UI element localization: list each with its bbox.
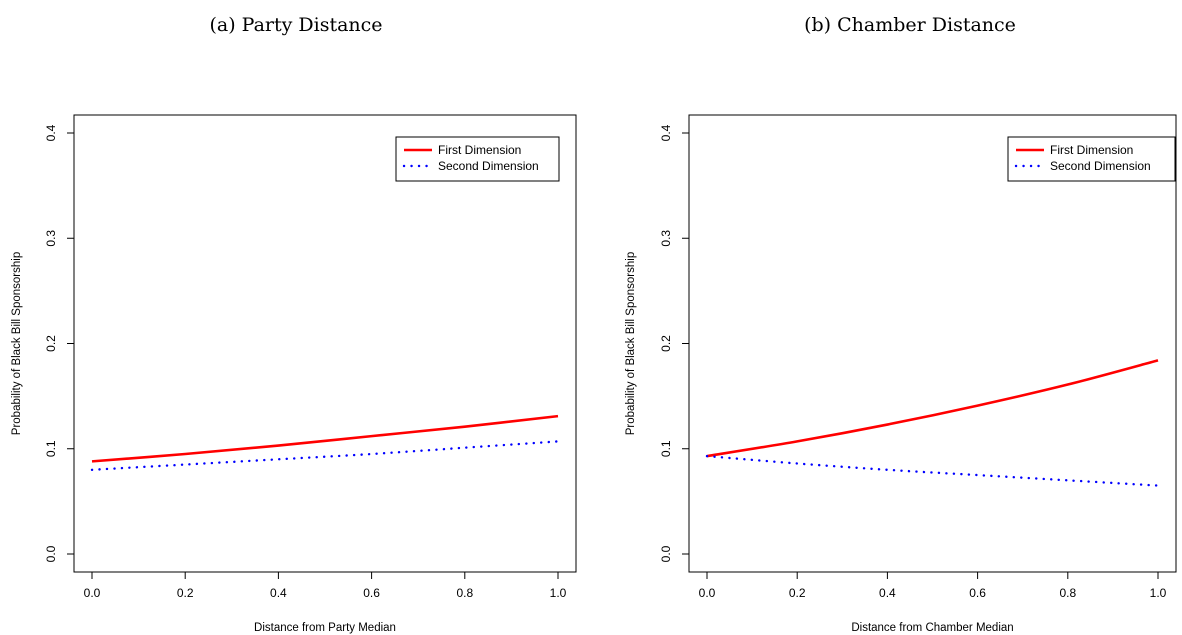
panel-a-x-tick-label: 0.8 [456, 586, 473, 600]
panel-a-series-second-dimension-line [90, 440, 560, 471]
panel-a-y-tick-label: 0.1 [44, 440, 58, 457]
panel-a-plot-frame [73, 114, 577, 573]
panel-a-x-tick-label: 0.6 [363, 586, 380, 600]
panel-a-y-tick-label: 0.0 [44, 545, 58, 562]
panel-a-title: (a) Party Distance [209, 14, 383, 36]
panel-b-x-tick-label: 0.6 [969, 586, 986, 600]
panel-a-legend [395, 136, 560, 182]
panel-a-legend-label: Second Dimension [438, 159, 539, 173]
panel-b-y-axis-label: Probability of Black Bill Sponsorship [625, 252, 637, 435]
panel-b-legend [1007, 136, 1176, 182]
panel-a-y-tick-label: 0.2 [44, 335, 58, 352]
panel-b-y-tick-label: 0.1 [659, 440, 673, 457]
panel-a-x-tick-label: 0.4 [270, 586, 287, 600]
panel-a-y-axis-label: Probability of Black Bill Sponsorship [11, 252, 23, 435]
panel-a-x-tick-label: 0.0 [84, 586, 101, 600]
panel-a-legend-label: First Dimension [438, 143, 521, 157]
panel-b-legend-label: Second Dimension [1050, 159, 1151, 173]
panel-a-y-tick-label: 0.3 [44, 230, 58, 247]
panel-b-series-first-dimension-line [706, 359, 1159, 458]
panel-b-x-axis-label: Distance from Chamber Median [851, 622, 1013, 634]
panel-a-y-tick-label: 0.4 [44, 124, 58, 141]
panel-b-legend-label: First Dimension [1050, 143, 1133, 157]
panel-b-y-tick-label: 0.0 [659, 545, 673, 562]
panel-b-x-tick-label: 0.4 [879, 586, 896, 600]
panel-b-plot-frame [688, 114, 1177, 573]
panel-b-x-tick-label: 0.2 [789, 586, 806, 600]
panel-a-x-tick-label: 1.0 [550, 586, 567, 600]
panel-b-title: (b) Chamber Distance [804, 14, 1016, 36]
panel-b-y-tick-label: 0.2 [659, 335, 673, 352]
panel-b-series-second-dimension-line [705, 454, 1160, 487]
panel-b-x-tick-label: 0.0 [699, 586, 716, 600]
panel-b-x-tick-label: 1.0 [1150, 586, 1167, 600]
panel-a-x-axis-label: Distance from Party Median [254, 622, 396, 634]
panel-b-y-tick-label: 0.3 [659, 230, 673, 247]
panel-b-x-tick-label: 0.8 [1059, 586, 1076, 600]
panel-b-y-tick-label: 0.4 [659, 124, 673, 141]
panel-a-series-first-dimension-line [91, 414, 559, 463]
panel-a-x-tick-label: 0.2 [177, 586, 194, 600]
